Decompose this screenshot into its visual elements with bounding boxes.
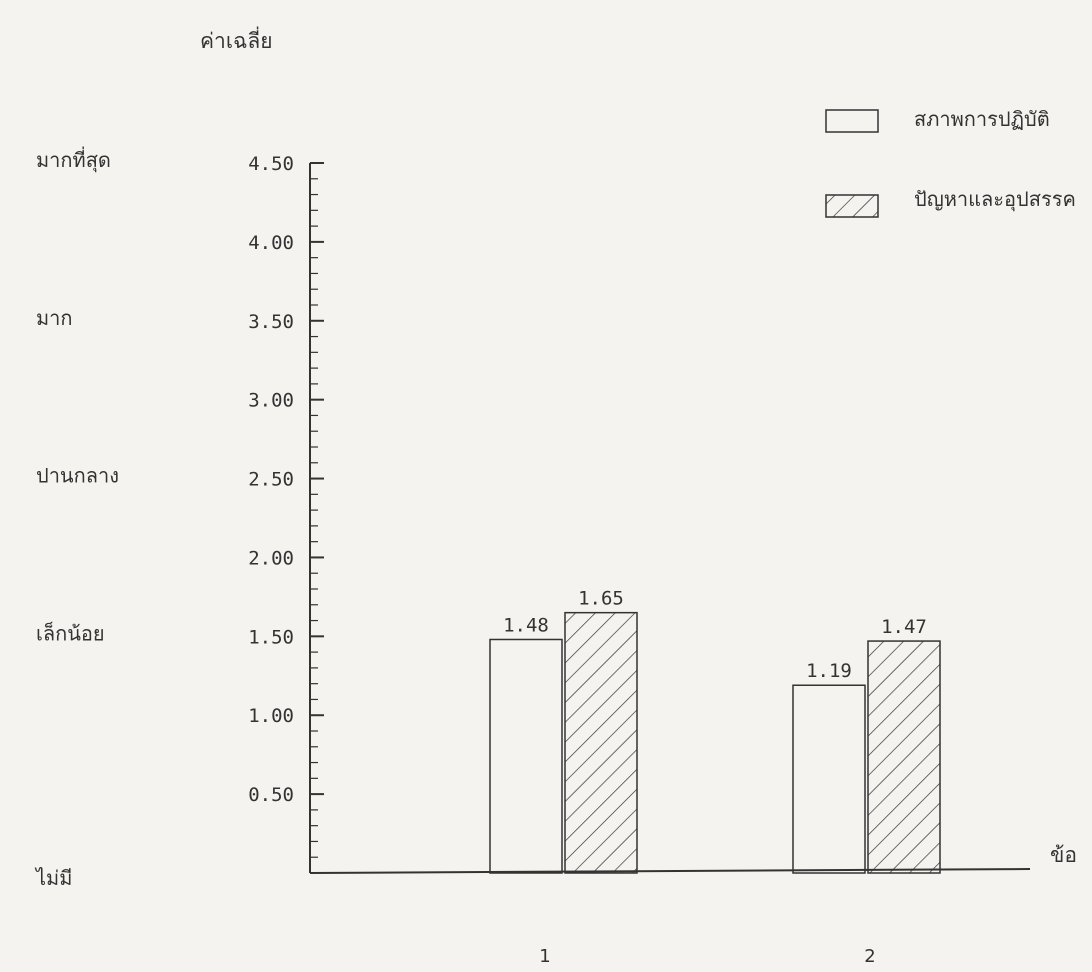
- y-tick-label: 3.50: [248, 311, 294, 333]
- y-tick-label: 2.00: [248, 547, 294, 569]
- bar: [564, 611, 638, 874]
- data-label: 1.47: [881, 616, 927, 638]
- x-tick-label: 2: [864, 946, 875, 967]
- level-label: ไม่มี: [34, 866, 72, 890]
- level-label: เล็กน้อย: [36, 620, 105, 645]
- level-label: มาก: [36, 306, 73, 330]
- y-tick-label: 2.50: [248, 469, 294, 491]
- level-label: ปานกลาง: [36, 464, 119, 488]
- legend-swatch-empty: [825, 109, 879, 133]
- bar: [792, 684, 866, 874]
- y-tick-label: 4.00: [248, 232, 294, 254]
- y-tick-label: 1.50: [248, 626, 294, 648]
- bar: [489, 638, 563, 874]
- data-label: 1.48: [503, 614, 549, 636]
- legend-swatch-hatched: [825, 194, 879, 218]
- y-tick-label: 1.00: [248, 705, 294, 727]
- bars: 1.48 1.65 1.19 1.47: [489, 588, 941, 874]
- legend-label-series-1: สภาพการปฏิบัติ: [914, 107, 1050, 131]
- y-tick-label: 3.00: [248, 390, 294, 412]
- level-label: มากที่สุด: [36, 146, 111, 173]
- legend: สภาพการปฏิบัติ ปัญหาและอุปสรรค: [825, 107, 1076, 218]
- x-axis-title: ข้อ: [1050, 843, 1077, 867]
- y-axis-title: ค่าเฉลี่ย: [200, 26, 273, 53]
- y-axis: 0.50 1.00 1.50 2.00 2.50 3.00 3.50 4.00 4.50: [248, 153, 324, 873]
- legend-label-series-2: ปัญหาและอุปสรรค: [914, 187, 1076, 212]
- bar: [867, 640, 941, 874]
- y-tick-label: 0.50: [248, 784, 294, 806]
- data-label: 1.19: [806, 660, 852, 682]
- x-axis-line: [309, 868, 1031, 874]
- x-tick-label: 1: [539, 946, 550, 967]
- data-label: 1.65: [578, 588, 624, 610]
- y-tick-label: 4.50: [248, 153, 294, 175]
